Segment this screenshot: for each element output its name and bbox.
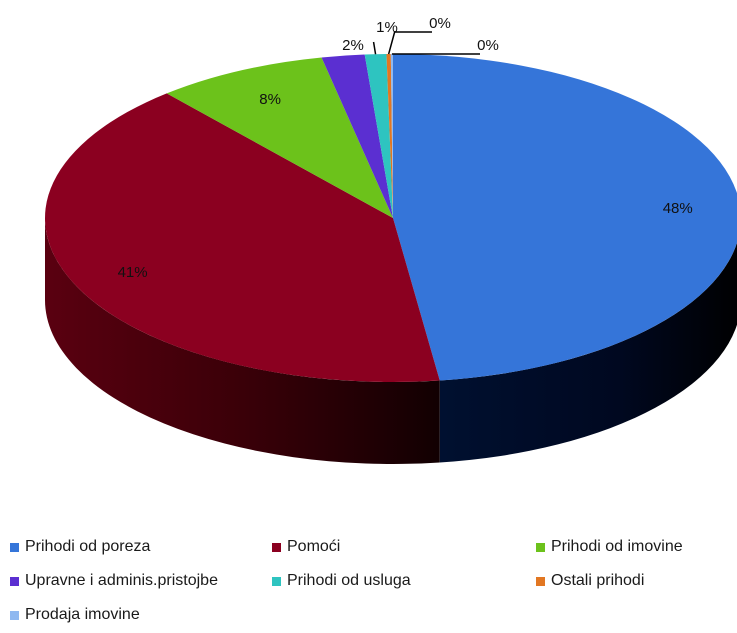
- slice-upravne-i-adminis-pristojbe: [321, 54, 393, 219]
- data-label-4: 1%: [376, 19, 398, 36]
- leader-line-5: [387, 31, 432, 55]
- data-label-5: 0%: [429, 15, 451, 32]
- leader-line-4: [372, 41, 377, 55]
- data-label-0: 48%: [663, 200, 693, 217]
- data-label-3: 2%: [342, 37, 364, 54]
- data-label-1: 41%: [118, 264, 148, 281]
- slice-pomo-i: [45, 93, 440, 382]
- slice-side-1: [45, 218, 440, 464]
- slice-prihodi-od-imovine: [166, 57, 393, 219]
- slice-prihodi-od-usluga: [364, 54, 393, 218]
- data-label-2: 8%: [259, 91, 281, 108]
- data-label-6: 0%: [477, 37, 499, 54]
- slice-prodaja-imovine: [390, 54, 393, 218]
- slice-side-0: [439, 242, 737, 463]
- slice-ostali-prihodi: [386, 54, 393, 218]
- slice-prihodi-od-poreza: [393, 54, 737, 381]
